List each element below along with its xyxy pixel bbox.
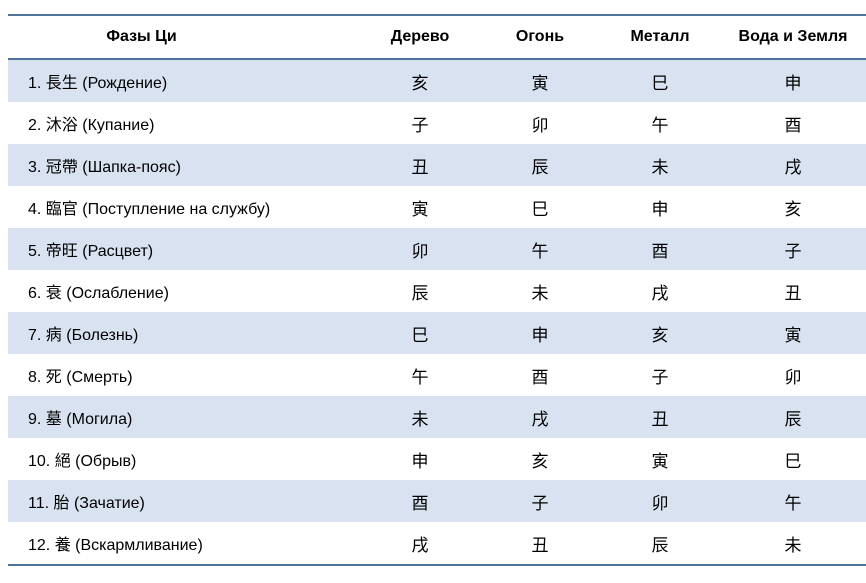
column-header-wood: Дерево [360,15,480,60]
water-earth-branch-cell: 辰 [720,396,866,438]
wood-branch-cell: 子 [411,115,429,135]
table-row: 4. 臨官 (Поступление на службу) 寅 巳 申 亥 [8,186,866,228]
metal-branch-cell: 未 [600,144,720,186]
water-earth-branch-cell: 酉 [784,115,802,135]
table-row: 11. 胎 (Зачатие) 酉子卯午 [8,480,866,522]
water-earth-branch-cell: 申 [720,59,866,102]
wood-branch-cell: 戌 [411,535,429,555]
metal-branch-cell: 辰 [651,535,669,555]
column-header-water-earth: Вода и Земля [720,15,866,60]
phase-cell: 1. 長生 (Рождение) [8,59,360,102]
wood-branch-cell: 寅 [411,199,429,219]
water-earth-branch-cell: 未 [784,535,802,555]
phase-cell: 7. 病 (Болезнь) [8,312,360,354]
water-earth-branch-cell: 亥 [784,199,802,219]
wood-branch-cell: 未 [360,396,480,438]
phase-cell: 6. 衰 (Ослабление) [28,285,169,302]
table-row: 3. 冠帶 (Шапка-пояс) 丑辰未戌 [8,144,866,186]
wood-branch-cell: 丑 [360,144,480,186]
metal-branch-cell: 申 [651,199,669,219]
fire-branch-cell: 午 [480,228,600,270]
metal-branch-cell: 午 [651,115,669,135]
metal-branch-cell: 巳 [600,59,720,102]
water-earth-branch-cell: 午 [720,480,866,522]
header-row: Фазы Ци Дерево Огонь Металл Вода и Земля [8,15,866,60]
wood-branch-cell: 酉 [360,480,480,522]
phase-cell: 10. 絕 (Обрыв) [28,453,137,470]
metal-branch-cell: 戌 [651,283,669,303]
phase-cell: 12. 養 (Вскармливание) [28,537,203,554]
water-earth-branch-cell: 卯 [784,367,802,387]
phase-cell: 5. 帝旺 (Расцвет) [8,228,360,270]
table-row: 10. 絕 (Обрыв) 申 亥 寅 巳 [8,438,866,480]
phase-cell: 2. 沐浴 (Купание) [28,117,155,134]
table-row: 6. 衰 (Ослабление) 辰 未 戌 丑 [8,270,866,312]
fire-branch-cell: 寅 [480,59,600,102]
phase-cell: 8. 死 (Смерть) [28,369,133,386]
phase-cell: 9. 墓 (Могила) [8,396,360,438]
wood-branch-cell: 午 [411,367,429,387]
water-earth-branch-cell: 戌 [720,144,866,186]
fire-branch-cell: 丑 [531,535,549,555]
metal-branch-cell: 丑 [600,396,720,438]
table-row: 7. 病 (Болезнь) 巳申亥寅 [8,312,866,354]
phase-cell: 11. 胎 (Зачатие) [8,480,360,522]
fire-branch-cell: 巳 [531,199,549,219]
wood-branch-cell: 申 [411,451,429,471]
phase-cell: 3. 冠帶 (Шапка-пояс) [8,144,360,186]
table-row: 1. 長生 (Рождение) 亥寅巳申 [8,59,866,102]
fire-branch-cell: 辰 [480,144,600,186]
fire-branch-cell: 未 [531,283,549,303]
metal-branch-cell: 亥 [600,312,720,354]
fire-branch-cell: 亥 [531,451,549,471]
fire-branch-cell: 子 [480,480,600,522]
fire-branch-cell: 酉 [531,367,549,387]
metal-branch-cell: 卯 [600,480,720,522]
table-row: 9. 墓 (Могила) 未戌丑辰 [8,396,866,438]
fire-branch-cell: 卯 [531,115,549,135]
table-row: 2. 沐浴 (Купание) 子 卯 午 酉 [8,102,866,144]
wood-branch-cell: 亥 [360,59,480,102]
column-header-fire: Огонь [480,15,600,60]
water-earth-branch-cell: 丑 [784,283,802,303]
wood-branch-cell: 巳 [360,312,480,354]
water-earth-branch-cell: 巳 [784,451,802,471]
metal-branch-cell: 子 [651,367,669,387]
phase-cell: 4. 臨官 (Поступление на службу) [28,201,271,218]
water-earth-branch-cell: 寅 [720,312,866,354]
wood-branch-cell: 卯 [360,228,480,270]
water-earth-branch-cell: 子 [720,228,866,270]
column-header-phases: Фазы Ци [8,15,360,60]
metal-branch-cell: 酉 [600,228,720,270]
fire-branch-cell: 戌 [480,396,600,438]
table-row: 12. 養 (Вскармливание) 戌 丑 辰 未 [8,522,866,565]
table-row: 8. 死 (Смерть) 午 酉 子 卯 [8,354,866,396]
qi-phases-table: Фазы Ци Дерево Огонь Металл Вода и Земля… [8,14,866,566]
column-header-metal: Металл [600,15,720,60]
table-row: 5. 帝旺 (Расцвет) 卯午酉子 [8,228,866,270]
metal-branch-cell: 寅 [651,451,669,471]
wood-branch-cell: 辰 [411,283,429,303]
fire-branch-cell: 申 [480,312,600,354]
